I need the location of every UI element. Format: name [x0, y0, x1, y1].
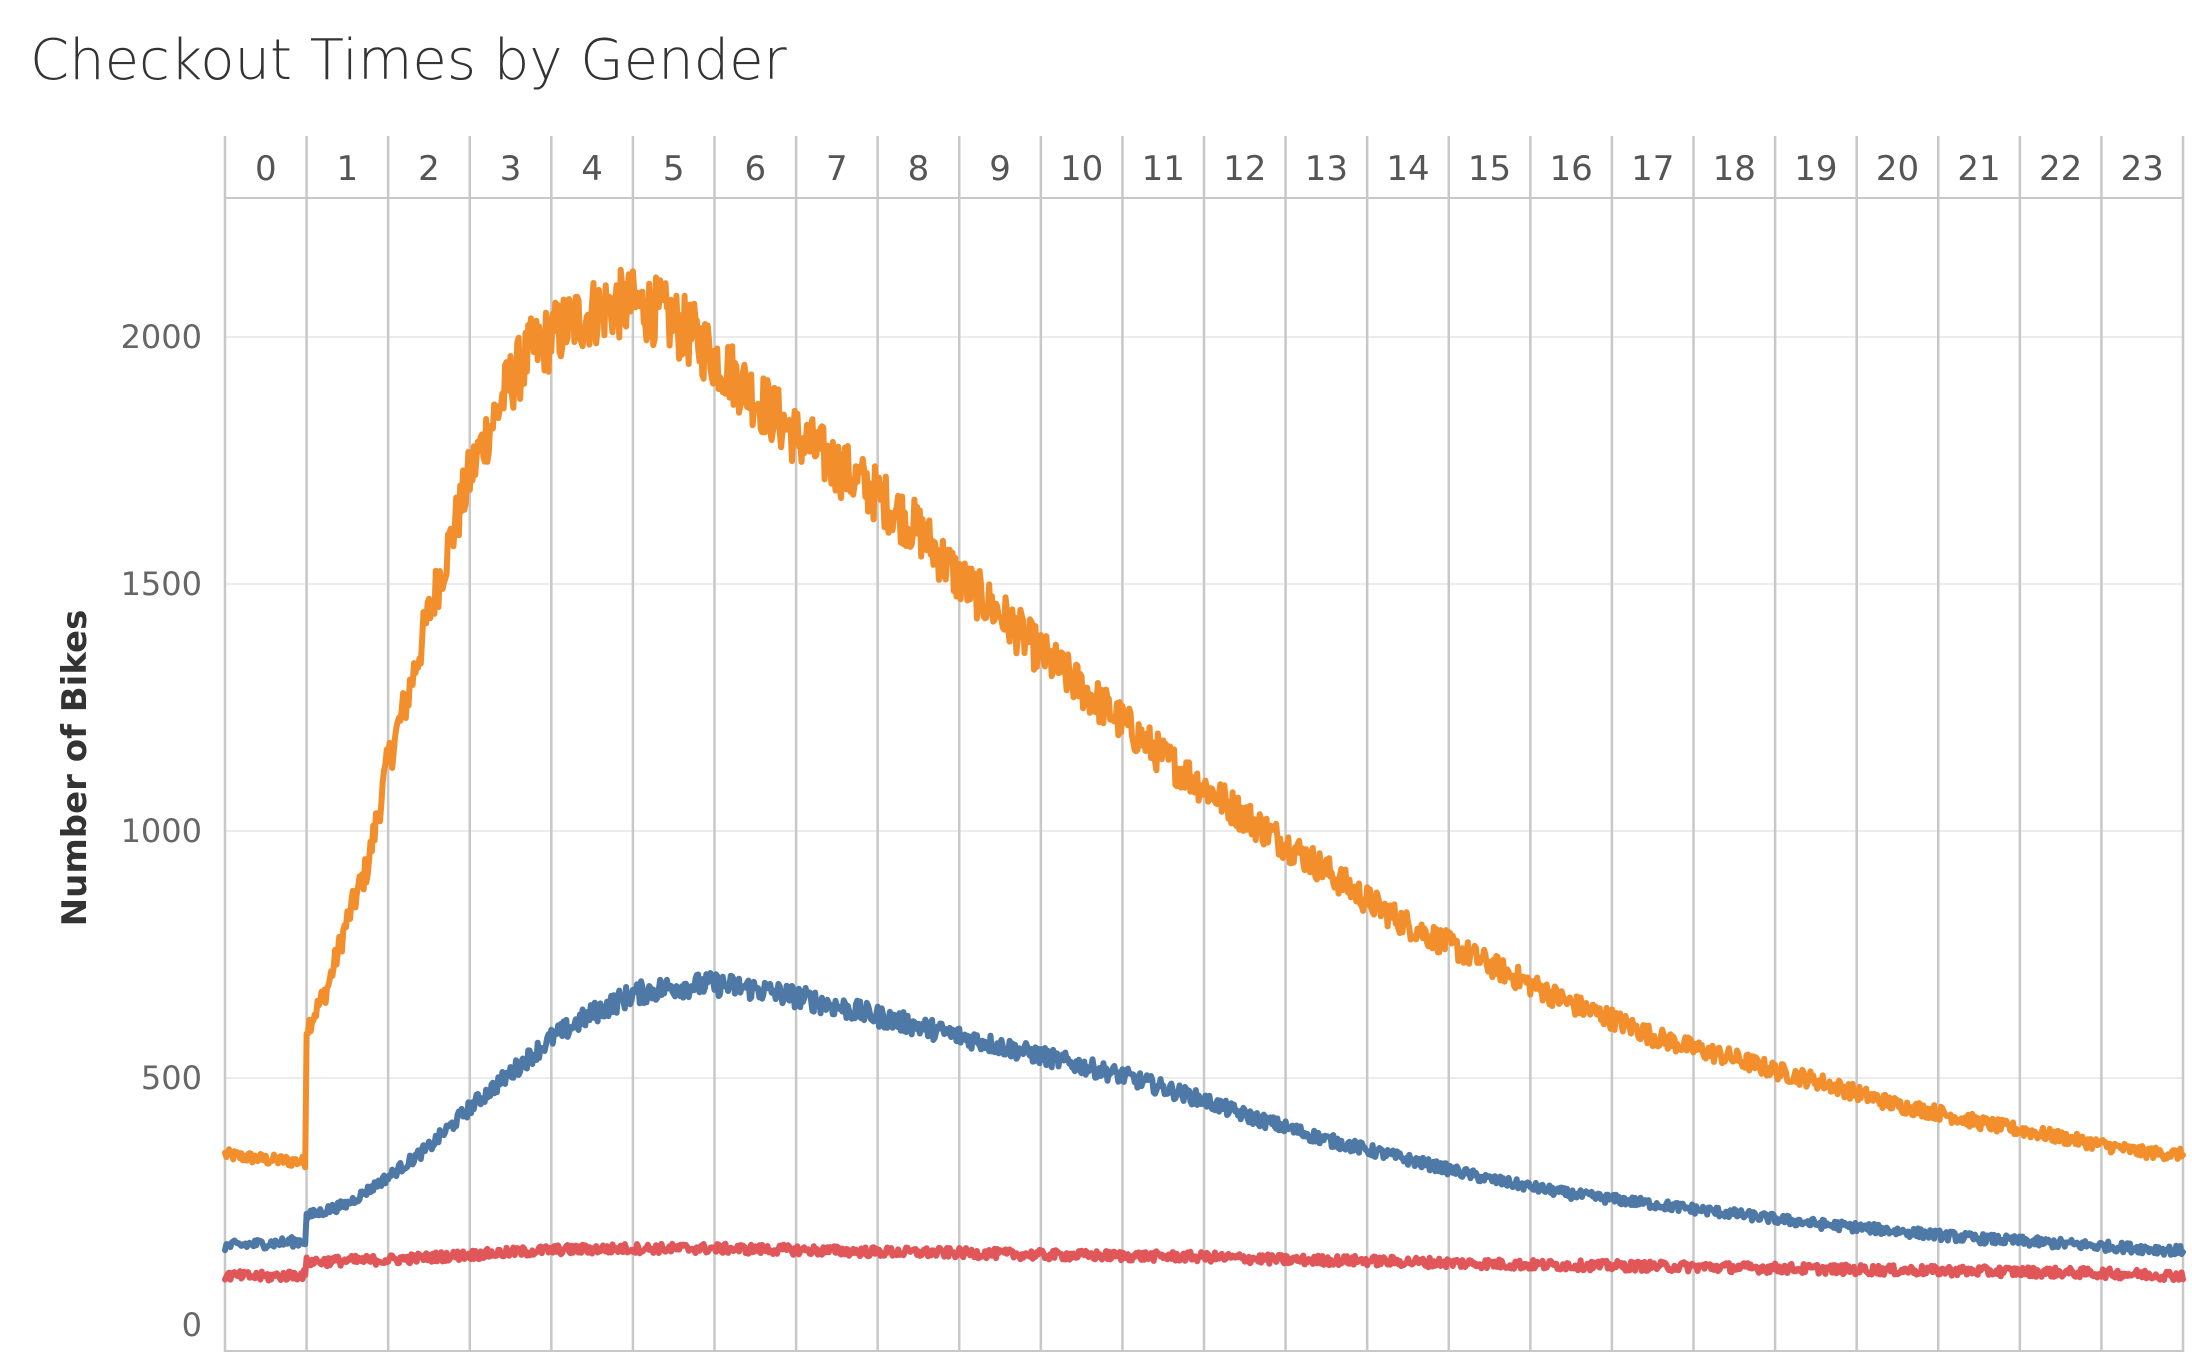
x-tick-label: 14 [1386, 149, 1429, 189]
series-line-3 [222, 1240, 2186, 1284]
y-tick-label: 500 [141, 1059, 202, 1097]
y-axis-ticks: 0 500 1000 1500 2000 [121, 318, 202, 1344]
chart-title: Checkout Times by Gender [30, 28, 787, 93]
x-tick-label: 17 [1631, 149, 1674, 189]
x-tick-label: 7 [826, 149, 848, 189]
x-tick-label: 19 [1794, 149, 1837, 189]
x-tick-label: 16 [1549, 149, 1592, 189]
x-tick-label: 4 [581, 149, 603, 189]
x-tick-label: 11 [1142, 149, 1185, 189]
y-tick-label: 1000 [121, 812, 202, 850]
x-tick-label: 21 [1957, 149, 2000, 189]
y-tick-label: 1500 [121, 565, 202, 603]
x-tick-label: 12 [1223, 149, 1266, 189]
x-tick-label: 10 [1060, 149, 1103, 189]
series-group [222, 266, 2186, 1284]
y-tick-label: 0 [182, 1306, 202, 1344]
x-tick-label: 15 [1468, 149, 1511, 189]
x-tick-label: 20 [1876, 149, 1919, 189]
x-tick-label: 2 [418, 149, 440, 189]
x-header-panes: 0 1 2 3 4 5 6 7 8 9 10 11 12 13 14 15 16 17 18 19 20 21 22 23 [223, 136, 2185, 1352]
x-tick-label: 9 [989, 149, 1011, 189]
y-tick-label: 2000 [121, 318, 202, 356]
x-tick-label: 22 [2039, 149, 2082, 189]
x-tick-label: 8 [908, 149, 930, 189]
y-axis-label: Number of Bikes [55, 610, 95, 927]
series-line-2 [222, 970, 2186, 1258]
x-tick-label: 1 [337, 149, 359, 189]
x-tick-label: 13 [1305, 149, 1348, 189]
x-tick-label: 18 [1713, 149, 1756, 189]
x-tick-label: 0 [255, 149, 277, 189]
x-tick-label: 23 [2121, 149, 2164, 189]
x-tick-label: 5 [663, 149, 685, 189]
x-tick-label: 3 [500, 149, 522, 189]
series-line-1 [222, 266, 2186, 1171]
x-tick-label: 6 [744, 149, 766, 189]
